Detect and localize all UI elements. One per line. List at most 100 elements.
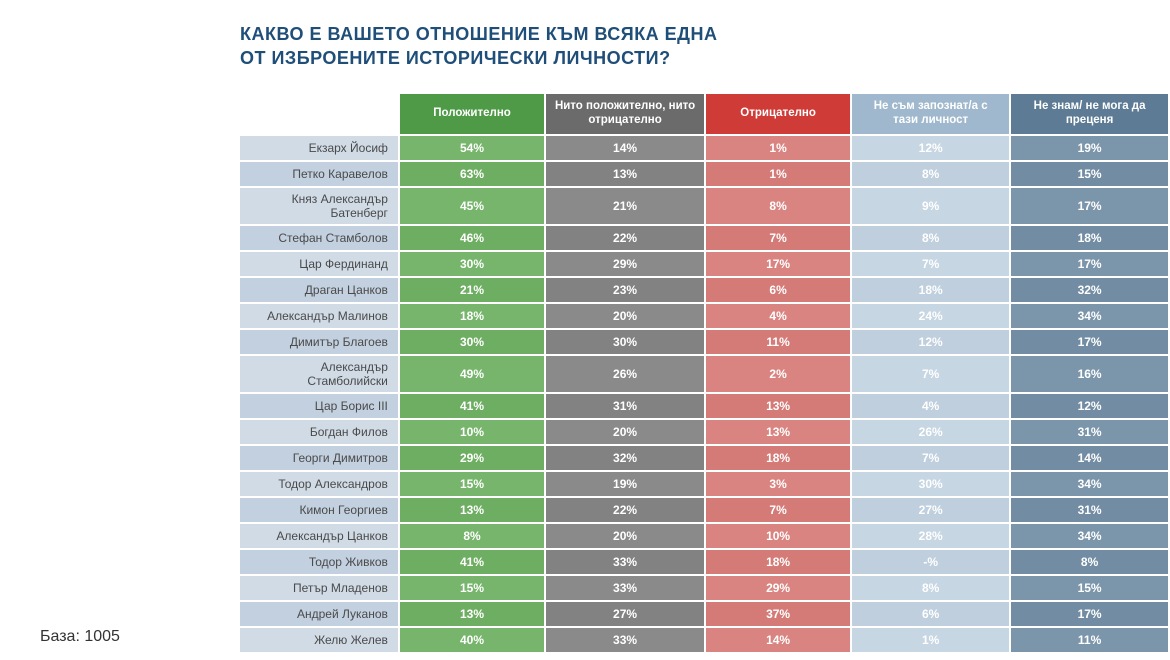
column-header: Не знам/ не мога да преценя [1011, 94, 1168, 134]
data-cell: 54% [400, 136, 544, 160]
column-header: Отрицателно [706, 94, 850, 134]
data-cell: 7% [852, 252, 1009, 276]
data-cell: 12% [852, 136, 1009, 160]
data-cell: 17% [1011, 602, 1168, 626]
data-cell: 22% [546, 226, 704, 250]
row-label: Драган Цанков [240, 278, 398, 302]
data-cell: 30% [400, 252, 544, 276]
data-cell: 15% [400, 576, 544, 600]
data-cell: 24% [852, 304, 1009, 328]
data-cell: 19% [1011, 136, 1168, 160]
data-cell: 14% [706, 628, 850, 652]
data-cell: 18% [852, 278, 1009, 302]
data-cell: 41% [400, 394, 544, 418]
data-cell: 27% [852, 498, 1009, 522]
row-label: Александър Стамболийски [240, 356, 398, 392]
row-label: Цар Фердинанд [240, 252, 398, 276]
data-cell: 34% [1011, 472, 1168, 496]
data-cell: 17% [1011, 330, 1168, 354]
row-label: Александър Цанков [240, 524, 398, 548]
data-cell: 30% [400, 330, 544, 354]
data-cell: 8% [400, 524, 544, 548]
data-cell: 46% [400, 226, 544, 250]
data-cell: 17% [1011, 188, 1168, 224]
data-cell: 7% [706, 498, 850, 522]
data-cell: 41% [400, 550, 544, 574]
data-cell: 10% [706, 524, 850, 548]
data-cell: 13% [706, 420, 850, 444]
data-cell: 49% [400, 356, 544, 392]
data-cell: 11% [1011, 628, 1168, 652]
column-header: Положително [400, 94, 544, 134]
data-cell: 13% [400, 602, 544, 626]
data-cell: 7% [852, 446, 1009, 470]
data-cell: 20% [546, 524, 704, 548]
data-cell: 33% [546, 628, 704, 652]
row-label: Димитър Благоев [240, 330, 398, 354]
data-cell: 17% [1011, 252, 1168, 276]
data-cell: 23% [546, 278, 704, 302]
data-cell: 21% [400, 278, 544, 302]
data-cell: 12% [852, 330, 1009, 354]
data-cell: 20% [546, 304, 704, 328]
data-cell: 18% [706, 550, 850, 574]
data-cell: 34% [1011, 524, 1168, 548]
data-cell: 10% [400, 420, 544, 444]
data-cell: 40% [400, 628, 544, 652]
data-cell: 29% [546, 252, 704, 276]
data-cell: 17% [706, 252, 850, 276]
row-label: Петко Каравелов [240, 162, 398, 186]
data-cell: 13% [546, 162, 704, 186]
data-cell: 6% [852, 602, 1009, 626]
chart-title: КАКВО Е ВАШЕТО ОТНОШЕНИЕ КЪМ ВСЯКА ЕДНА … [0, 0, 1170, 71]
data-cell: 1% [852, 628, 1009, 652]
data-cell: 1% [706, 136, 850, 160]
data-cell: 2% [706, 356, 850, 392]
row-label: Петър Младенов [240, 576, 398, 600]
data-cell: 18% [1011, 226, 1168, 250]
survey-table: ПоложителноНито положително, нито отрица… [238, 92, 1170, 654]
data-cell: 32% [546, 446, 704, 470]
data-cell: 31% [546, 394, 704, 418]
data-cell: 21% [546, 188, 704, 224]
data-cell: 13% [706, 394, 850, 418]
data-cell: 8% [852, 226, 1009, 250]
data-cell: 31% [1011, 498, 1168, 522]
data-cell: 9% [852, 188, 1009, 224]
data-cell: 34% [1011, 304, 1168, 328]
data-cell: 4% [852, 394, 1009, 418]
data-cell: 22% [546, 498, 704, 522]
data-cell: -% [852, 550, 1009, 574]
data-cell: 13% [400, 498, 544, 522]
data-cell: 26% [546, 356, 704, 392]
data-cell: 15% [1011, 162, 1168, 186]
row-label: Александър Малинов [240, 304, 398, 328]
row-label: Екзарх Йосиф [240, 136, 398, 160]
row-label: Богдан Филов [240, 420, 398, 444]
row-label: Кимон Георгиев [240, 498, 398, 522]
row-label: Тодор Александров [240, 472, 398, 496]
data-cell: 63% [400, 162, 544, 186]
row-label: Княз Александър Батенберг [240, 188, 398, 224]
data-cell: 28% [852, 524, 1009, 548]
data-cell: 30% [852, 472, 1009, 496]
column-header: Нито положително, нито отрицателно [546, 94, 704, 134]
data-cell: 7% [852, 356, 1009, 392]
title-line-1: КАКВО Е ВАШЕТО ОТНОШЕНИЕ КЪМ ВСЯКА ЕДНА [240, 24, 718, 44]
data-cell: 6% [706, 278, 850, 302]
data-cell: 11% [706, 330, 850, 354]
data-cell: 26% [852, 420, 1009, 444]
data-cell: 3% [706, 472, 850, 496]
data-cell: 18% [706, 446, 850, 470]
data-cell: 27% [546, 602, 704, 626]
row-label: Стефан Стамболов [240, 226, 398, 250]
data-cell: 29% [706, 576, 850, 600]
data-cell: 31% [1011, 420, 1168, 444]
data-cell: 15% [400, 472, 544, 496]
row-label: Георги Димитров [240, 446, 398, 470]
data-cell: 18% [400, 304, 544, 328]
data-cell: 8% [1011, 550, 1168, 574]
data-cell: 33% [546, 550, 704, 574]
data-cell: 15% [1011, 576, 1168, 600]
data-cell: 1% [706, 162, 850, 186]
